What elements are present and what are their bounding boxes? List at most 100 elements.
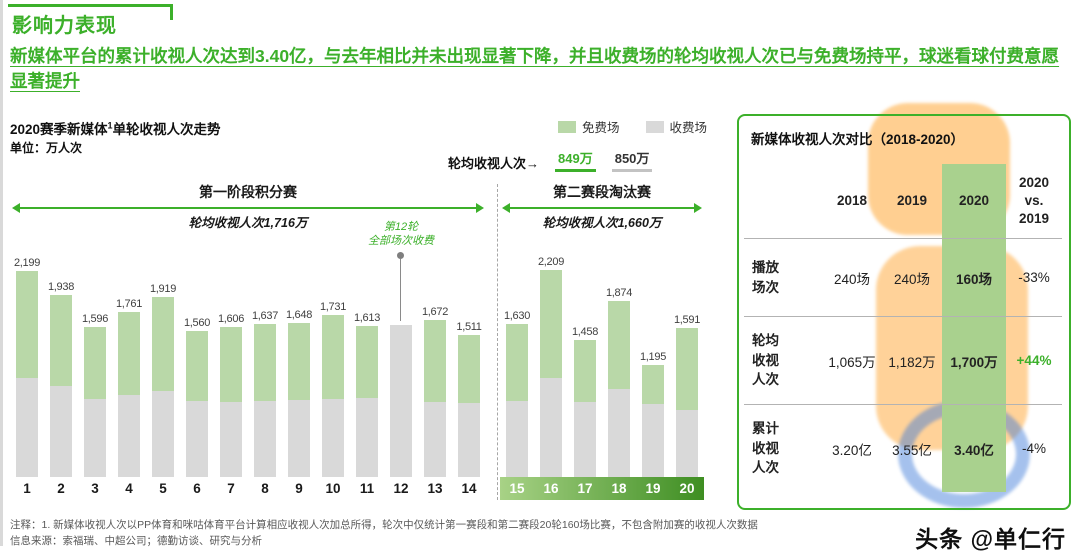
- bar-free-segment-round-10: [322, 315, 344, 400]
- bar-slot-round-8: 1,637: [248, 310, 282, 477]
- bar-slot-round-10: 1,731: [316, 301, 350, 477]
- x-axis-label-round-19: 19: [645, 481, 661, 496]
- stage2-axis: 15 16 17 18 19 20: [500, 477, 704, 500]
- comparison-table: 2018 2019 2020 2020 vs. 2019 播放 场次 240场 …: [744, 164, 1062, 492]
- x-axis-row: 1 2 3 4 5 6 7 8 9 10 11 12 13 14 15 16 17 18 19 20: [10, 477, 716, 500]
- bar-free-segment-round-9: [288, 323, 310, 400]
- bar-round-20: [676, 328, 698, 477]
- bar-paid-segment-round-13: [424, 401, 446, 477]
- bar-value-label-round-6: 1,560: [183, 317, 211, 329]
- bar-slot-round-3: 1,596: [78, 313, 112, 477]
- stage2-span-arrow: [502, 203, 702, 213]
- table-cell-plays-2019: 240场: [882, 238, 942, 316]
- bar-slot-round-2: 1,938: [44, 281, 78, 477]
- bar-slot-round-4: 1,761: [112, 298, 146, 477]
- bar-free-segment-round-14: [458, 335, 480, 404]
- table-cell-roundavg-2020: 1,700万: [942, 316, 1006, 404]
- source-text: 信息来源：索福瑞、中超公司；德勤访谈、研究与分析: [10, 535, 262, 547]
- bar-paid-segment-round-17: [574, 401, 596, 477]
- bar-free-segment-round-1: [16, 271, 38, 379]
- bar-round-18: [608, 301, 630, 477]
- legend-swatch-paid: [645, 120, 664, 133]
- chart-title: 2020赛季新媒体1单轮收视人次走势: [10, 118, 221, 138]
- bar-value-label-round-18: 1,874: [605, 287, 633, 299]
- bar-paid-segment-round-11: [356, 398, 378, 477]
- legend-item-free: 免费场: [558, 117, 620, 136]
- bar-paid-segment-round-16: [540, 377, 562, 477]
- bar-free-segment-round-17: [574, 340, 596, 402]
- bar-value-label-round-19: 1,195: [639, 351, 667, 363]
- bar-free-segment-round-6: [186, 331, 208, 402]
- toutiao-brand: 头条: [915, 526, 964, 552]
- stage2-average-label: 轮均收视人次1,660万: [542, 216, 662, 230]
- bar-value-label-round-13: 1,672: [421, 306, 449, 318]
- footnote-text: 注释：1. 新媒体收视人次以PP体育和咪咕体育平台计算相应收视人次加总所得，轮次…: [10, 519, 758, 531]
- stage-divider-dashed-line: [497, 184, 498, 500]
- bar-slot-round-9: 1,648: [282, 309, 316, 477]
- bar-round-10: [322, 315, 344, 477]
- table-cell-cumulative-change: -4%: [1006, 404, 1062, 492]
- round-average-label: 轮均收视人次→: [448, 156, 540, 171]
- stage-headers: 第一阶段积分赛 轮均收视人次1,716万 第二赛段淘汰赛 轮均收视人次1,660…: [10, 182, 716, 231]
- table-corner-cell: [744, 164, 822, 238]
- section-title-bracket: [8, 4, 173, 20]
- bar-slot-round-5: 1,919: [146, 283, 180, 477]
- round12-annotation-line2: 全部场次收费: [368, 235, 434, 247]
- stage1-title: 第一阶段积分赛: [199, 184, 297, 200]
- stage2-title: 第二赛段淘汰赛: [553, 184, 651, 200]
- bar-free-segment-round-2: [50, 295, 72, 386]
- bar-paid-segment-round-18: [608, 389, 630, 477]
- table-header-2020-vs-2019: 2020 vs. 2019: [1018, 174, 1050, 227]
- bar-round-1: [16, 271, 38, 477]
- bar-slot-round-12: [384, 311, 418, 477]
- round-average-free-value: 849万: [555, 148, 596, 172]
- legend-label-paid: 收费场: [669, 121, 708, 135]
- toutiao-account: @单仁行: [970, 526, 1066, 552]
- bar-free-segment-round-7: [220, 327, 242, 402]
- left-edge-strip: [0, 0, 3, 546]
- comparison-panel-title: 新媒体收视人次对比（2018-2020）: [751, 132, 965, 147]
- bar-round-6: [186, 331, 208, 477]
- table-cell-cumulative-2020: 3.40亿: [942, 404, 1006, 492]
- round12-annotation-line1: 第12轮: [383, 221, 419, 233]
- bar-paid-segment-round-8: [254, 400, 276, 477]
- bar-free-segment-round-15: [506, 324, 528, 401]
- bar-value-label-round-8: 1,637: [251, 310, 279, 322]
- table-cell-cumulative-2019: 3.55亿: [882, 404, 942, 492]
- x-axis-label-round-16: 16: [543, 481, 559, 496]
- bar-round-4: [118, 312, 140, 477]
- x-axis-label-round-14: 14: [461, 481, 477, 496]
- stage1-average-label: 轮均收视人次1,716万: [188, 216, 308, 230]
- stage1-bars: 2,199 1,938 1,596 1,761 1,919 1,560 1,606 1,637…: [10, 257, 486, 477]
- x-axis-label-round-12: 12: [393, 481, 409, 496]
- bar-round-19: [642, 365, 664, 477]
- bar-slot-round-16: 2,209: [534, 256, 568, 477]
- legend-item-paid: 收费场: [645, 117, 708, 136]
- x-axis-label-round-15: 15: [509, 481, 525, 496]
- bar-round-5: [152, 297, 174, 477]
- bar-paid-segment-round-10: [322, 399, 344, 477]
- bar-free-segment-round-11: [356, 326, 378, 399]
- bar-paid-segment-round-15: [506, 400, 528, 477]
- bar-free-segment-round-4: [118, 312, 140, 395]
- x-axis-label-round-1: 1: [23, 481, 31, 496]
- x-axis-label-round-11: 11: [359, 481, 375, 496]
- bar-value-label-round-20: 1,591: [673, 314, 701, 326]
- section-title: 影响力表现: [12, 15, 117, 37]
- table-row-label-cumulative: 累计 收视 人次: [744, 404, 822, 492]
- x-axis-label-round-18: 18: [611, 481, 627, 496]
- bar-value-label-round-5: 1,919: [149, 283, 177, 295]
- bar-round-12: [390, 325, 412, 477]
- table-cell-roundavg-2018: 1,065万: [822, 316, 882, 404]
- bar-free-segment-round-20: [676, 328, 698, 410]
- bar-value-label-round-4: 1,761: [115, 298, 143, 310]
- bar-paid-segment-round-9: [288, 400, 310, 477]
- bar-paid-segment-round-5: [152, 390, 174, 477]
- chart-legend: 免费场 收费场: [558, 117, 707, 136]
- bar-round-9: [288, 323, 310, 477]
- bar-paid-segment-round-7: [220, 402, 242, 477]
- bar-value-label-round-1: 2,199: [13, 257, 41, 269]
- x-axis-label-round-8: 8: [261, 481, 269, 496]
- bar-paid-segment-round-12: [390, 325, 412, 477]
